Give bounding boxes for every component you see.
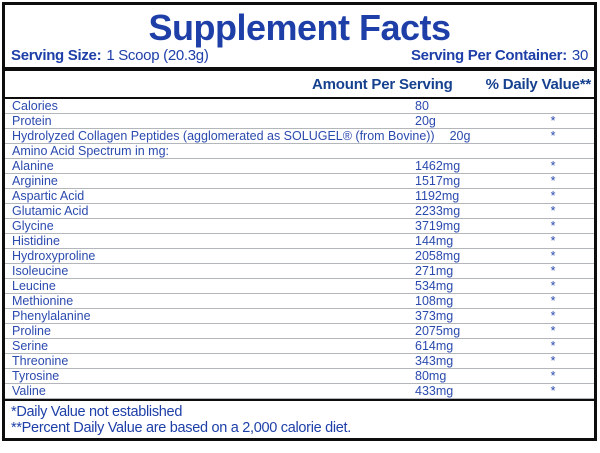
nutrient-name: Alanine — [12, 158, 54, 173]
nutrient-daily-value: * — [550, 353, 556, 368]
nutrient-name: Histidine — [12, 233, 60, 248]
label-title: Supplement Facts — [148, 6, 451, 48]
nutrient-name: Hydrolyzed Collagen Peptides (agglomerat… — [12, 128, 435, 143]
nutrient-daily-value: * — [550, 203, 556, 218]
nutrient-amount: 80mg — [415, 368, 447, 383]
nutrient-name: Glutamic Acid — [12, 203, 89, 218]
nutrient-name: Amino Acid Spectrum in mg: — [12, 143, 170, 158]
nutrient-daily-value: * — [550, 173, 556, 188]
divider-medium-bottom — [5, 399, 594, 401]
serving-per-container-value: 30 — [571, 47, 588, 64]
supplement-facts-label: Supplement Facts Serving Size: 1 Scoop (2… — [2, 2, 597, 441]
nutrient-name: Protein — [12, 113, 52, 128]
nutrient-daily-value: * — [550, 188, 556, 203]
nutrient-daily-value: * — [550, 278, 556, 293]
footnote-line: **Percent Daily Value are based on a 2,0… — [11, 420, 352, 436]
nutrient-amount: 1462mg — [415, 158, 461, 173]
serving-size-label: Serving Size: — [11, 47, 102, 64]
table-row: Hydrolyzed Collagen Peptides (agglomerat… — [5, 129, 594, 144]
nutrient-daily-value: * — [550, 233, 556, 248]
nutrient-name: Arginine — [12, 173, 58, 188]
serving-per-container-label: Serving Per Container: — [410, 47, 567, 64]
nutrient-amount: 614mg — [415, 338, 454, 353]
table-row: Calories 80 — [5, 99, 594, 114]
table-row: Methionine 108mg * — [5, 294, 594, 309]
nutrient-amount: 2058mg — [415, 248, 461, 263]
table-row: Hydroxyproline 2058mg * — [5, 249, 594, 264]
table-row: Threonine 343mg * — [5, 354, 594, 369]
table-row: Serine 614mg * — [5, 339, 594, 354]
footnote-line: *Daily Value not established — [11, 404, 183, 420]
nutrient-amount: 1192mg — [415, 188, 460, 203]
nutrient-amount: 2075mg — [415, 323, 461, 338]
nutrient-daily-value: * — [550, 218, 556, 233]
nutrient-name: Isoleucine — [12, 263, 69, 278]
table-row: Tyrosine 80mg * — [5, 369, 594, 384]
table-row: Valine 433mg * — [5, 384, 594, 399]
nutrient-daily-value: * — [550, 368, 556, 383]
nutrient-name: Serine — [12, 338, 49, 353]
table-row: Histidine 144mg * — [5, 234, 594, 249]
table-row: Amino Acid Spectrum in mg: — [5, 144, 594, 159]
nutrient-amount: 80 — [415, 98, 429, 113]
nutrient-name: Hydroxyproline — [12, 248, 96, 263]
serving-info-row: Serving Size: 1 Scoop (20.3g) Serving Per… — [5, 46, 594, 67]
serving-per-container: Serving Per Container: 30 — [411, 47, 588, 64]
nutrient-amount: 2233mg — [415, 203, 461, 218]
nutrient-daily-value: * — [550, 293, 556, 308]
nutrient-name: Calories — [12, 98, 58, 113]
table-row: Phenylalanine 373mg * — [5, 309, 594, 324]
nutrient-amount: 433mg — [415, 383, 454, 398]
serving-size: Serving Size: 1 Scoop (20.3g) — [11, 47, 209, 64]
nutrient-name: Glycine — [12, 218, 54, 233]
nutrient-amount: 20g — [415, 113, 436, 128]
nutrient-amount: 271mg — [415, 263, 454, 278]
nutrient-name: Aspartic Acid — [12, 188, 85, 203]
serving-size-value: 1 Scoop (20.3g) — [106, 47, 209, 64]
nutrient-name: Methionine — [12, 293, 74, 308]
table-row: Protein 20g * — [5, 114, 594, 129]
divider-thick — [5, 67, 594, 71]
nutrient-name: Leucine — [12, 278, 56, 293]
table-row: Aspartic Acid 1192mg * — [5, 189, 594, 204]
table-row: Alanine 1462mg * — [5, 159, 594, 174]
nutrient-daily-value: * — [550, 113, 556, 128]
table-row: Arginine 1517mg * — [5, 174, 594, 189]
nutrient-daily-value: * — [550, 308, 556, 323]
table-row: Glutamic Acid 2233mg * — [5, 204, 594, 219]
nutrient-amount: 534mg — [415, 278, 454, 293]
nutrient-daily-value: * — [550, 263, 556, 278]
nutrient-daily-value: * — [550, 383, 556, 398]
nutrient-name: Threonine — [12, 353, 69, 368]
table-row: Leucine 534mg * — [5, 279, 594, 294]
table-row: Glycine 3719mg * — [5, 219, 594, 234]
nutrient-name: Tyrosine — [12, 368, 60, 383]
table-row: Isoleucine 271mg * — [5, 264, 594, 279]
column-header-amount: Amount Per Serving — [312, 76, 453, 93]
nutrient-daily-value: * — [550, 158, 556, 173]
nutrient-name: Phenylalanine — [12, 308, 91, 323]
facts-table: Calories 80 Protein 20g * Hydrolyzed Collagen… — [5, 99, 594, 399]
nutrient-amount: 343mg — [415, 353, 454, 368]
nutrient-name: Proline — [12, 323, 51, 338]
nutrient-daily-value: * — [550, 323, 556, 338]
nutrient-daily-value: * — [550, 338, 556, 353]
nutrient-amount: 144mg — [415, 233, 454, 248]
nutrient-name: Valine — [12, 383, 46, 398]
footnotes: *Daily Value not established **Percent D… — [5, 401, 594, 438]
nutrient-amount: 1517mg — [415, 173, 461, 188]
nutrient-daily-value: * — [550, 128, 556, 143]
nutrient-daily-value: * — [550, 248, 556, 263]
table-row: Proline 2075mg * — [5, 324, 594, 339]
nutrient-amount-inline: 20g — [449, 128, 471, 143]
divider-medium-top — [5, 97, 594, 99]
nutrient-amount: 108mg — [415, 293, 454, 308]
column-header-row: Amount Per Serving % Daily Value** — [5, 71, 594, 97]
column-header-daily-value: % Daily Value** — [485, 76, 592, 93]
nutrient-amount: 3719mg — [415, 218, 461, 233]
nutrient-amount: 373mg — [415, 308, 454, 323]
